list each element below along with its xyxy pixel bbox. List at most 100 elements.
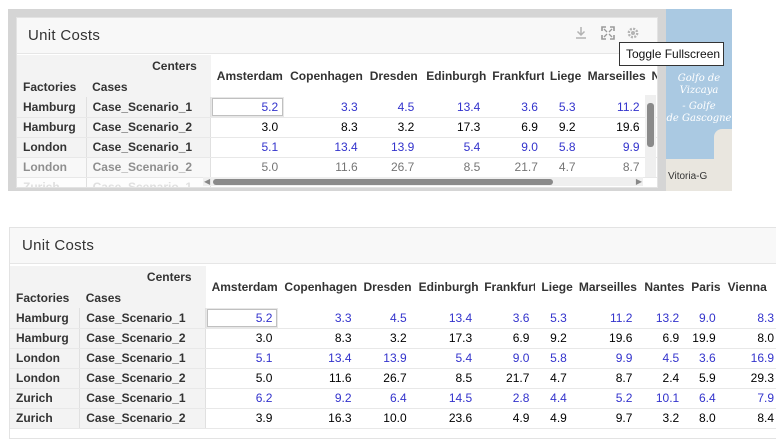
value-cell[interactable]: 5.1: [210, 137, 285, 158]
value-cell[interactable]: 5.4: [412, 348, 479, 369]
download-icon[interactable]: [573, 26, 589, 42]
value-cell[interactable]: 5.4: [420, 137, 487, 158]
unit-costs-panel-top: Unit Costs Centers Amsterdam Copenhagen …: [16, 17, 658, 188]
value-cell[interactable]: 6.4: [357, 388, 413, 409]
case-cell: Case_Scenario_2: [86, 157, 212, 178]
column-header[interactable]: Amsterdam: [211, 280, 278, 294]
scrollbar-thumb[interactable]: [213, 179, 553, 185]
value-cell[interactable]: 5.1: [205, 348, 279, 369]
value-cell: 2.4: [638, 368, 686, 389]
column-header[interactable]: Edinburgh: [426, 69, 487, 83]
value-cell[interactable]: 3.6: [478, 308, 536, 329]
value-cell[interactable]: 13.2: [638, 308, 686, 329]
value-cell[interactable]: 9.0: [685, 308, 722, 329]
value-cell[interactable]: 4.5: [363, 97, 421, 118]
factory-cell: Zurich: [10, 408, 81, 429]
value-cell[interactable]: 8.3: [721, 308, 776, 329]
value-cell: 8.7: [581, 157, 646, 178]
value-cell[interactable]: 6.4: [685, 388, 722, 409]
value-cell[interactable]: 13.9: [363, 137, 421, 158]
fullscreen-icon[interactable]: [600, 26, 616, 42]
column-header[interactable]: Marseilles: [587, 69, 646, 83]
case-cell: Case_Scenario_1: [79, 348, 207, 369]
scroll-right-icon[interactable]: ▶: [635, 177, 642, 186]
value-cell[interactable]: 5.2: [205, 308, 279, 329]
case-cell: Case_Scenario_1: [79, 308, 207, 329]
map-label: - Golfe: [682, 101, 716, 112]
scrollbar-thumb[interactable]: [647, 103, 654, 147]
value-cell[interactable]: 3.3: [284, 97, 364, 118]
value-cell[interactable]: 9.9: [572, 348, 639, 369]
value-cell[interactable]: 13.4: [420, 97, 487, 118]
map-view[interactable]: Golfo de Vizcaya - Golfe de Gascogne Vit…: [666, 9, 732, 191]
value-cell[interactable]: 5.8: [535, 348, 573, 369]
gear-icon[interactable]: [625, 26, 641, 42]
column-header[interactable]: Paris: [691, 280, 721, 294]
table-row: Hamburg Case_Scenario_1 5.2 3.3 4.5 13.4 3.6 5.…: [10, 308, 776, 329]
column-header[interactable]: Frankfurt: [484, 280, 536, 294]
value-cell: 17.3: [420, 117, 487, 138]
value-cell: 8.3: [284, 117, 364, 138]
column-header[interactable]: Frankfurt: [492, 69, 544, 83]
value-cell[interactable]: 13.4: [284, 137, 364, 158]
value-cell[interactable]: 9.0: [478, 348, 536, 369]
value-cell[interactable]: 13.4: [278, 348, 358, 369]
column-header[interactable]: Copenhagen: [290, 69, 363, 83]
value-cell[interactable]: 11.2: [581, 97, 646, 118]
value-cell: 9.2: [543, 117, 582, 138]
value-cell[interactable]: 9.2: [278, 388, 358, 409]
value-cell[interactable]: 13.9: [357, 348, 413, 369]
value-cell[interactable]: 14.5: [412, 388, 479, 409]
value-cell: 19.6: [572, 328, 639, 349]
value-cell[interactable]: 3.6: [685, 348, 722, 369]
value-cell[interactable]: 4.5: [357, 308, 413, 329]
value-cell[interactable]: 5.8: [543, 137, 582, 158]
column-header[interactable]: Nantes: [644, 280, 685, 294]
value-cell: 19.9: [685, 328, 722, 349]
column-header[interactable]: Edinburgh: [418, 280, 479, 294]
column-header[interactable]: Dresden: [369, 69, 418, 83]
value-cell: 11.6: [284, 157, 364, 178]
value-cell[interactable]: 6.2: [205, 388, 279, 409]
value-cell[interactable]: 9.0: [486, 137, 544, 158]
value-cell[interactable]: 9.9: [581, 137, 646, 158]
value-cell: 6.9: [638, 328, 686, 349]
column-header[interactable]: Liege: [549, 69, 582, 83]
value-cell[interactable]: 3.3: [278, 308, 358, 329]
value-cell[interactable]: 5.2: [572, 388, 639, 409]
column-header[interactable]: Copenhagen: [284, 280, 358, 294]
tooltip: Toggle Fullscreen: [619, 42, 724, 66]
horizontal-scrollbar[interactable]: ◀ ▶: [203, 177, 643, 186]
value-cell[interactable]: 2.8: [478, 388, 536, 409]
value-cell[interactable]: 13.4: [412, 308, 479, 329]
value-cell[interactable]: 16.9: [721, 348, 776, 369]
value-cell[interactable]: 4.4: [535, 388, 573, 409]
value-cell[interactable]: 10.1: [638, 388, 686, 409]
factory-cell: Hamburg: [17, 117, 87, 138]
column-header[interactable]: Liege: [541, 280, 573, 294]
table-row: Zurich Case_Scenario_2 3.9 16.3 10.0 23.6 4.9 4…: [10, 408, 776, 429]
value-cell: 9.7: [572, 408, 639, 429]
panel-title: Unit Costs: [17, 18, 657, 54]
value-cell: 10.0: [357, 408, 413, 429]
value-cell[interactable]: 3.6: [486, 97, 544, 118]
column-header[interactable]: Vienna: [727, 280, 767, 294]
centers-header: Centers: [17, 55, 211, 76]
factory-cell: London: [17, 137, 87, 158]
value-cell: 5.0: [210, 157, 285, 178]
map-land: [714, 129, 732, 169]
vertical-scrollbar[interactable]: [645, 95, 656, 177]
column-header[interactable]: Dresden: [363, 280, 412, 294]
value-cell[interactable]: 11.2: [572, 308, 639, 329]
value-cell[interactable]: 5.2: [210, 97, 285, 118]
column-header[interactable]: Marseilles: [578, 280, 637, 294]
value-cell[interactable]: 5.3: [543, 97, 582, 118]
value-cell: 5.0: [205, 368, 279, 389]
column-header[interactable]: Amsterdam: [216, 69, 283, 83]
value-cell[interactable]: 7.9: [721, 388, 776, 409]
value-cell[interactable]: 4.5: [638, 348, 686, 369]
unit-costs-panel-bottom: Unit Costs Centers Amsterdam Copenhagen …: [9, 227, 776, 439]
column-header[interactable]: Na: [646, 55, 658, 97]
scroll-left-icon[interactable]: ◀: [204, 177, 211, 186]
value-cell[interactable]: 5.3: [535, 308, 573, 329]
